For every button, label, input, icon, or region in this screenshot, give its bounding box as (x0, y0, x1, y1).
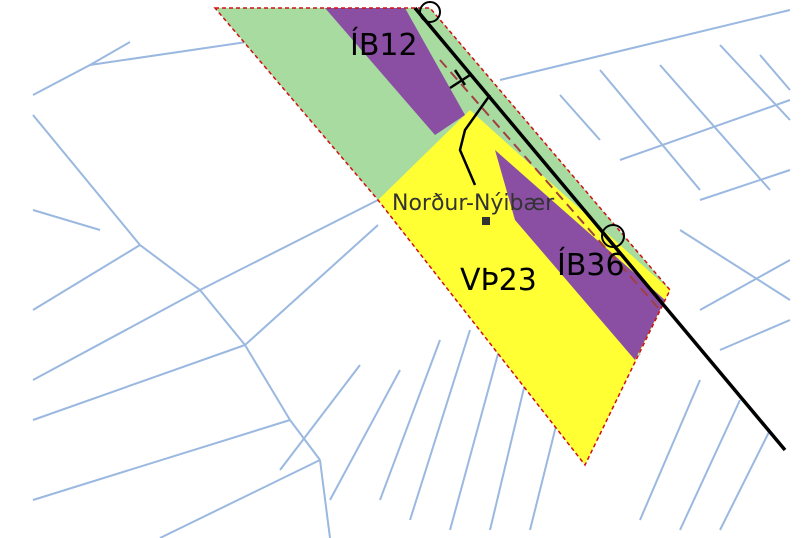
place-label: Norður-Nýibær (392, 191, 555, 216)
purple-zone-ib36 (495, 150, 665, 360)
zone-outline (213, 7, 671, 467)
zone-label: ÍB12 (350, 27, 418, 63)
yellow-zone (378, 110, 670, 465)
zone-label: VÞ23 (460, 263, 537, 298)
purple-zone-ib12 (325, 8, 465, 135)
boundary-dashed (439, 59, 661, 311)
marker-circle (419, 1, 441, 23)
track (449, 69, 492, 186)
place-marker (482, 217, 490, 225)
road (413, 6, 787, 452)
marker-circle (601, 224, 625, 248)
zone-label: ÍB36 (557, 247, 625, 283)
